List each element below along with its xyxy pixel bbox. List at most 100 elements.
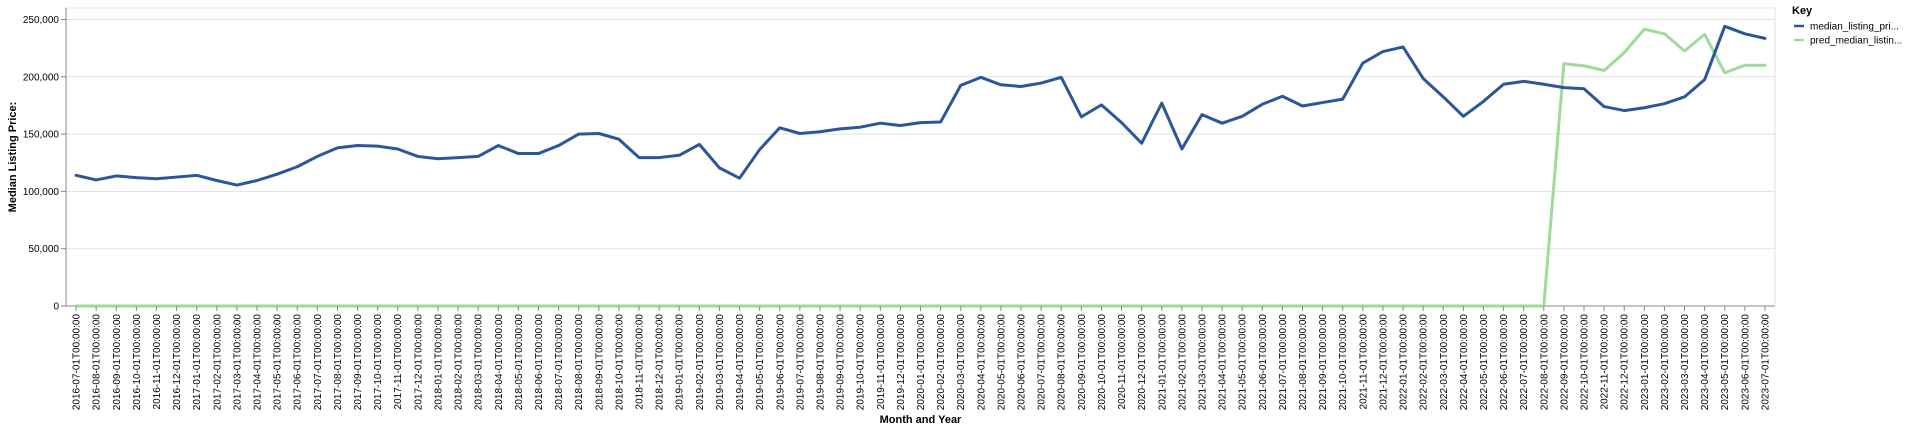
x-tick-label: 2020-08-01T00:00:00 xyxy=(1057,314,1068,411)
x-tick-label: 2023-05-01T00:00:00 xyxy=(1720,314,1731,411)
x-tick-label: 2021-08-01T00:00:00 xyxy=(1298,314,1309,411)
x-tick-label: 2021-04-01T00:00:00 xyxy=(1218,314,1229,411)
x-tick-label: 2020-12-01T00:00:00 xyxy=(1137,314,1148,411)
x-tick-label: 2022-05-01T00:00:00 xyxy=(1479,314,1490,411)
x-tick-label: 2018-12-01T00:00:00 xyxy=(655,314,666,411)
x-tick-label: 2021-05-01T00:00:00 xyxy=(1238,314,1249,411)
x-axis-title: Month and Year xyxy=(880,414,962,426)
x-tick-label: 2018-09-01T00:00:00 xyxy=(594,314,605,411)
x-tick-label: 2021-07-01T00:00:00 xyxy=(1278,314,1289,411)
x-tick-label: 2022-03-01T00:00:00 xyxy=(1439,314,1450,411)
x-tick-label: 2022-10-01T00:00:00 xyxy=(1579,314,1590,411)
x-tick-label: 2021-01-01T00:00:00 xyxy=(1157,314,1168,411)
x-tick-label: 2022-02-01T00:00:00 xyxy=(1419,314,1430,411)
x-tick-label: 2023-01-01T00:00:00 xyxy=(1640,314,1651,411)
x-tick-label: 2018-08-01T00:00:00 xyxy=(574,314,585,411)
x-tick-label: 2020-09-01T00:00:00 xyxy=(1077,314,1088,411)
y-tick-label: 100,000 xyxy=(23,187,60,198)
x-tick-label: 2022-11-01T00:00:00 xyxy=(1600,314,1611,410)
x-tick-label: 2021-11-01T00:00:00 xyxy=(1358,314,1369,410)
x-tick-label: 2020-10-01T00:00:00 xyxy=(1097,314,1108,411)
x-tick-label: 2019-11-01T00:00:00 xyxy=(876,314,887,410)
x-tick-label: 2020-04-01T00:00:00 xyxy=(976,314,987,411)
series-lines xyxy=(74,24,1767,308)
x-tick-label: 2017-06-01T00:00:00 xyxy=(293,314,304,411)
x-tick-label: 2017-03-01T00:00:00 xyxy=(232,314,243,411)
y-tick-label: 250,000 xyxy=(23,15,60,26)
x-tick-label: 2022-12-01T00:00:00 xyxy=(1620,314,1631,411)
y-tick-label: 0 xyxy=(53,302,59,313)
x-tick-label: 2023-02-01T00:00:00 xyxy=(1660,314,1671,411)
x-tick-label: 2017-12-01T00:00:00 xyxy=(413,314,424,411)
x-tick-label: 2017-04-01T00:00:00 xyxy=(253,314,264,411)
x-tick-label: 2021-09-01T00:00:00 xyxy=(1318,314,1329,411)
x-tick-label: 2021-12-01T00:00:00 xyxy=(1378,314,1389,411)
x-tick-label: 2022-07-01T00:00:00 xyxy=(1519,314,1530,411)
x-tick-label: 2021-03-01T00:00:00 xyxy=(1197,314,1208,411)
y-axis: 0 50,000 100,000 150,000 200,000 250,000 xyxy=(23,15,66,313)
x-tick-label: 2017-09-01T00:00:00 xyxy=(353,314,364,411)
x-tick-label: 2016-12-01T00:00:00 xyxy=(172,314,183,411)
x-tick-label: 2016-07-01T00:00:00 xyxy=(72,314,83,411)
x-tick-label: 2020-11-01T00:00:00 xyxy=(1117,314,1128,410)
x-tick-label: 2023-03-01T00:00:00 xyxy=(1680,314,1691,411)
x-tick-label: 2016-08-01T00:00:00 xyxy=(92,314,103,411)
x-tick-label: 2022-04-01T00:00:00 xyxy=(1459,314,1470,411)
x-tick-label: 2019-01-01T00:00:00 xyxy=(675,314,686,411)
legend-label: median_listing_pri... xyxy=(1810,22,1899,33)
y-tick-label: 150,000 xyxy=(23,130,60,141)
x-tick-label: 2018-05-01T00:00:00 xyxy=(514,314,525,411)
x-tick-label: 2018-06-01T00:00:00 xyxy=(534,314,545,411)
x-tick-label: 2021-06-01T00:00:00 xyxy=(1258,314,1269,411)
x-tick-label: 2020-01-01T00:00:00 xyxy=(916,314,927,411)
x-tick-label: 2019-02-01T00:00:00 xyxy=(695,314,706,411)
x-tick-label: 2021-02-01T00:00:00 xyxy=(1177,314,1188,411)
x-tick-label: 2018-03-01T00:00:00 xyxy=(474,314,485,411)
x-tick-label: 2017-07-01T00:00:00 xyxy=(313,314,324,411)
plot-frame xyxy=(65,7,1776,307)
x-tick-label: 2016-09-01T00:00:00 xyxy=(112,314,123,411)
x-tick-label: 2016-10-01T00:00:00 xyxy=(132,314,143,411)
x-tick-label: 2018-10-01T00:00:00 xyxy=(614,314,625,411)
y-tick-label: 200,000 xyxy=(23,72,60,83)
x-tick-label: 2018-04-01T00:00:00 xyxy=(494,314,505,411)
x-tick-label: 2018-01-01T00:00:00 xyxy=(433,314,444,411)
x-tick-label: 2017-08-01T00:00:00 xyxy=(333,314,344,411)
x-tick-label: 2017-05-01T00:00:00 xyxy=(273,314,284,411)
x-tick-label: 2021-10-01T00:00:00 xyxy=(1338,314,1349,411)
x-tick-label: 2018-07-01T00:00:00 xyxy=(554,314,565,411)
x-tick-label: 2022-06-01T00:00:00 xyxy=(1499,314,1510,411)
x-tick-label: 2019-12-01T00:00:00 xyxy=(896,314,907,411)
legend-title: Key xyxy=(1792,5,1813,17)
gridlines xyxy=(66,18,1775,250)
x-tick-label: 2020-03-01T00:00:00 xyxy=(956,314,967,411)
y-axis-title: Median Listing Price: xyxy=(7,102,19,213)
legend: Key median_listing_pri... pred_median_lis… xyxy=(1792,5,1902,47)
x-tick-label: 2020-06-01T00:00:00 xyxy=(1017,314,1028,411)
x-tick-label: 2019-06-01T00:00:00 xyxy=(775,314,786,411)
x-tick-label: 2020-07-01T00:00:00 xyxy=(1037,314,1048,411)
x-tick-label: 2018-11-01T00:00:00 xyxy=(635,314,646,410)
x-tick-label: 2017-11-01T00:00:00 xyxy=(393,314,404,410)
x-tick-label: 2017-02-01T00:00:00 xyxy=(212,314,223,411)
x-tick-label: 2019-08-01T00:00:00 xyxy=(815,314,826,411)
series-line-median-listing-pri xyxy=(74,24,1767,187)
x-tick-label: 2023-04-01T00:00:00 xyxy=(1700,314,1711,411)
x-tick-label: 2020-02-01T00:00:00 xyxy=(936,314,947,411)
x-tick-label: 2019-09-01T00:00:00 xyxy=(836,314,847,411)
x-tick-label: 2022-08-01T00:00:00 xyxy=(1539,314,1550,411)
x-tick-label: 2017-01-01T00:00:00 xyxy=(192,314,203,411)
x-tick-label: 2018-02-01T00:00:00 xyxy=(454,314,465,411)
legend-label: pred_median_listin... xyxy=(1810,36,1902,47)
x-tick-label: 2022-01-01T00:00:00 xyxy=(1399,314,1410,411)
x-tick-label: 2020-05-01T00:00:00 xyxy=(996,314,1007,411)
x-tick-label: 2019-10-01T00:00:00 xyxy=(856,314,867,411)
x-tick-label: 2023-07-01T00:00:00 xyxy=(1760,314,1771,411)
x-tick-label: 2019-03-01T00:00:00 xyxy=(715,314,726,411)
x-tick-label: 2023-06-01T00:00:00 xyxy=(1740,314,1751,411)
x-tick-label: 2019-05-01T00:00:00 xyxy=(755,314,766,411)
y-tick-label: 50,000 xyxy=(28,244,59,255)
x-tick-label: 2017-10-01T00:00:00 xyxy=(373,314,384,411)
